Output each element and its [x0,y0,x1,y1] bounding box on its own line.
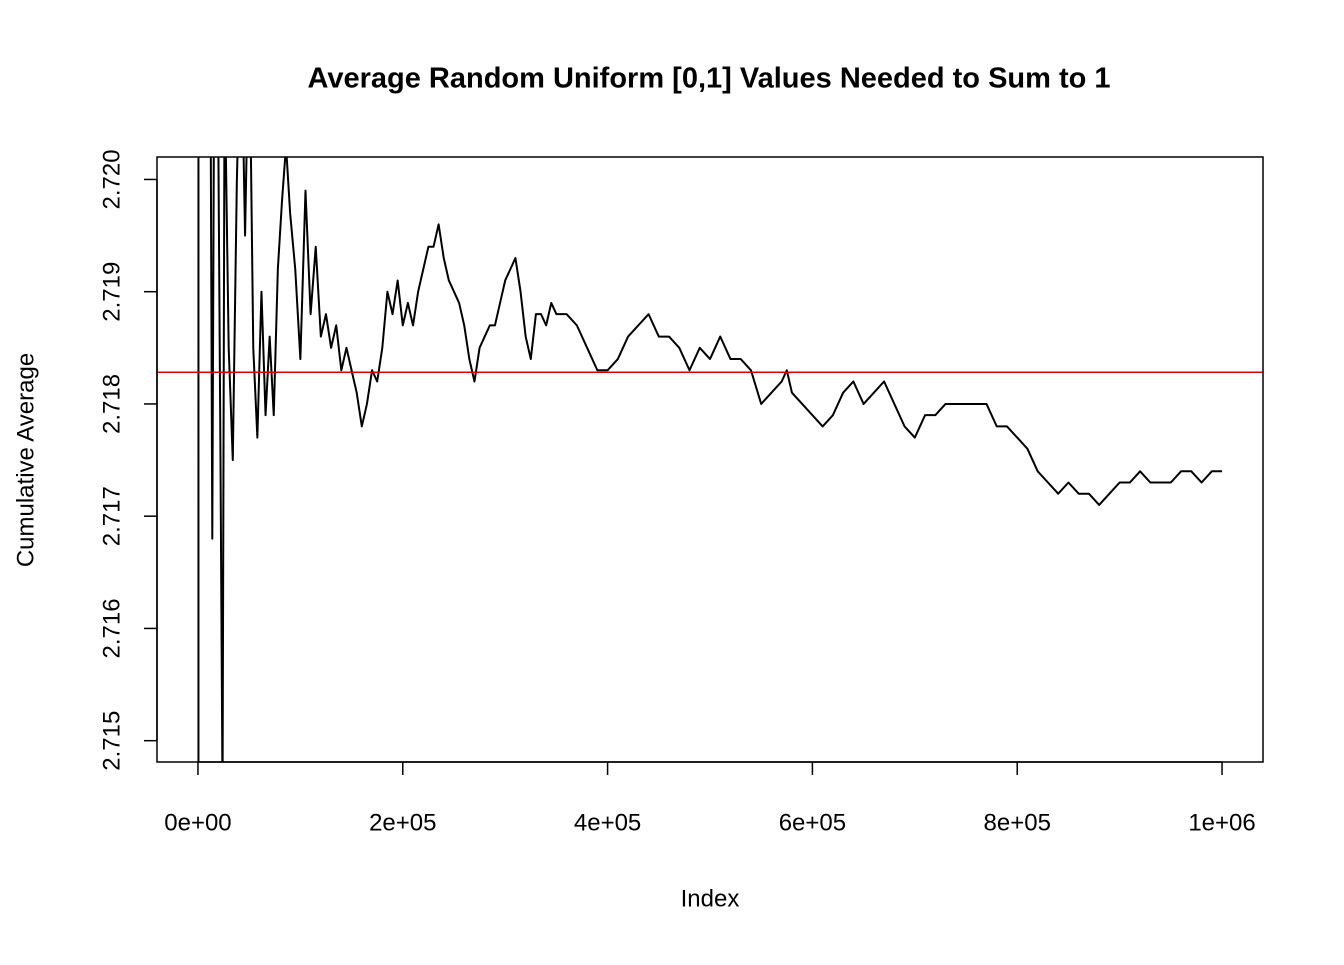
x-tick-label: 2e+05 [369,809,436,836]
x-tick-label: 1e+06 [1188,809,1255,836]
y-tick-label: 2.718 [98,374,125,434]
y-tick-label: 2.715 [98,711,125,771]
x-axis-label: Index [681,885,740,912]
y-tick-label: 2.719 [98,262,125,322]
x-tick-label: 0e+00 [164,809,231,836]
x-tick-label: 8e+05 [984,809,1051,836]
y-tick-label: 2.720 [98,149,125,209]
x-tick-label: 6e+05 [779,809,846,836]
y-axis-label: Cumulative Average [12,353,39,567]
chart-title: Average Random Uniform [0,1] Values Need… [307,63,1110,95]
plot-frame [156,156,1264,763]
data-line [197,157,1223,762]
y-tick-label: 2.716 [98,598,125,658]
plot-area [157,157,1263,762]
y-tick-label: 2.717 [98,486,125,546]
x-tick-label: 4e+05 [574,809,641,836]
